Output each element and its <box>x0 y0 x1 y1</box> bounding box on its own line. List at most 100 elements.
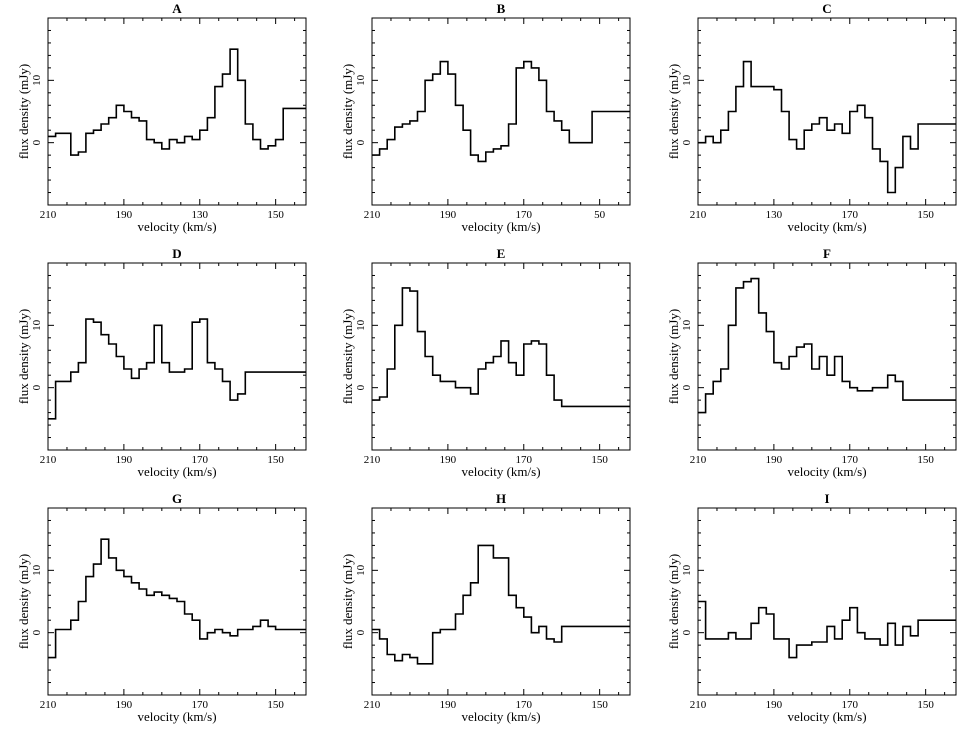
panel-i-frame <box>697 507 957 696</box>
panel-f-spectrum <box>698 277 956 414</box>
panel-f-xtick-label: 150 <box>917 454 934 466</box>
panel-g-title: G <box>172 491 182 506</box>
panel-a-ytick-label: 0 <box>31 139 43 145</box>
panel-c-ylabel: flux density (mJy) <box>666 64 681 159</box>
panel-b-xtick-label: 50 <box>594 209 606 221</box>
panel-a-frame <box>47 17 307 206</box>
panel-f-ylabel: flux density (mJy) <box>666 309 681 404</box>
panel-g-xtick-label: 170 <box>192 699 209 711</box>
panel-f-ytick-label: 10 <box>681 319 693 331</box>
panel-a-xlabel: velocity (km/s) <box>137 219 216 234</box>
panel-i-spectrum <box>698 600 956 659</box>
panel-g-xtick-label: 150 <box>267 699 284 711</box>
panel-c-xtick-label: 150 <box>917 209 934 221</box>
panel-d-xtick-label: 170 <box>192 454 209 466</box>
panel-h-xtick-label: 150 <box>591 699 608 711</box>
panel-g-xlabel: velocity (km/s) <box>137 709 216 724</box>
panel-h-spectrum <box>372 544 630 665</box>
panel-h-title: H <box>496 491 506 506</box>
panel-a-spectrum <box>48 48 306 156</box>
panel-f-xlabel: velocity (km/s) <box>787 464 866 479</box>
panel-g-spectrum <box>48 538 306 659</box>
panel-b-xtick-label: 170 <box>516 209 533 221</box>
panel-b-ylabel: flux density (mJy) <box>340 64 355 159</box>
panel-e-frame <box>371 262 631 451</box>
panel-a-xtick-label: 190 <box>116 209 133 221</box>
panel-h-ytick-label: 0 <box>355 629 367 635</box>
panel-a-title: A <box>172 1 182 16</box>
panel-g-xtick-label: 190 <box>116 699 133 711</box>
panel-c-xlabel: velocity (km/s) <box>787 219 866 234</box>
panel-a-xtick-label: 150 <box>267 209 284 221</box>
panel-d-xlabel: velocity (km/s) <box>137 464 216 479</box>
panel-d-ytick-label: 0 <box>31 384 43 390</box>
panel-d-title: D <box>172 246 181 261</box>
panel-e: E 210 190 170 150 0 10 velocity (km/s) flux dens… <box>340 246 631 479</box>
panel-g-ylabel: flux density (mJy) <box>16 554 31 649</box>
panel-b-title: B <box>497 1 506 16</box>
panel-c-xtick-label: 170 <box>842 209 859 221</box>
panel-b: B 210 190 170 50 0 10 velocity (km/s) flux densi… <box>340 1 631 234</box>
panel-g: G 210 190 170 150 0 10 velocity (km/s) flux dens… <box>16 491 307 724</box>
panel-a: A 210 190 130 150 0 10 velocity (km/s) flux dens… <box>16 1 307 234</box>
panel-b-spectrum <box>372 60 630 163</box>
panel-b-ytick-label: 0 <box>355 139 367 145</box>
panel-i-xtick-label: 170 <box>842 699 859 711</box>
panel-c-title: C <box>822 1 831 16</box>
panel-i-title: I <box>824 491 829 506</box>
panel-g-frame <box>47 507 307 696</box>
panel-a-ylabel: flux density (mJy) <box>16 64 31 159</box>
panel-g-xtick-label: 210 <box>40 699 57 711</box>
panel-f: F 210 190 170 150 0 10 velocity (km/s) flux dens… <box>666 246 957 479</box>
panel-f-ytick-label: 0 <box>681 384 693 390</box>
panel-e-xlabel: velocity (km/s) <box>461 464 540 479</box>
panel-d-xtick-label: 210 <box>40 454 57 466</box>
panel-e-ytick-label: 0 <box>355 384 367 390</box>
panel-d-spectrum <box>48 318 306 420</box>
panel-i-xtick-label: 150 <box>917 699 934 711</box>
panel-g-ytick-label: 0 <box>31 629 43 635</box>
panel-h-xtick-label: 170 <box>516 699 533 711</box>
panel-a-xtick-label: 130 <box>192 209 209 221</box>
panel-e-xtick-label: 150 <box>591 454 608 466</box>
panel-i-xtick-label: 210 <box>690 699 707 711</box>
panel-e-xtick-label: 170 <box>516 454 533 466</box>
panel-i-xtick-label: 190 <box>766 699 783 711</box>
panel-h-xtick-label: 190 <box>440 699 457 711</box>
panel-i-ytick-label: 0 <box>681 629 693 635</box>
panel-e-title: E <box>497 246 506 261</box>
panel-b-xlabel: velocity (km/s) <box>461 219 540 234</box>
panel-b-ytick-label: 10 <box>355 74 367 86</box>
panel-c-xtick-label: 210 <box>690 209 707 221</box>
panel-a-xtick-label: 210 <box>40 209 57 221</box>
panel-d-ylabel: flux density (mJy) <box>16 309 31 404</box>
panel-e-ylabel: flux density (mJy) <box>340 309 355 404</box>
panel-h: H 210 190 170 150 0 10 velocity (km/s) flux dens… <box>340 491 631 724</box>
panel-f-frame <box>697 262 957 451</box>
panel-d-xtick-label: 190 <box>116 454 133 466</box>
panel-b-xtick-label: 190 <box>440 209 457 221</box>
panel-e-spectrum <box>372 287 630 408</box>
panel-c-ytick-label: 0 <box>681 139 693 145</box>
panel-i-xlabel: velocity (km/s) <box>787 709 866 724</box>
panel-c-spectrum <box>698 60 956 194</box>
panel-h-ylabel: flux density (mJy) <box>340 554 355 649</box>
panel-i: I 210 190 170 150 0 10 velocity (km/s) flux dens… <box>666 491 957 724</box>
panel-c-frame <box>697 17 957 206</box>
panel-d-frame <box>47 262 307 451</box>
panel-h-ytick-label: 10 <box>355 564 367 576</box>
panel-d: D 210 190 170 150 0 10 velocity (km/s) flux dens… <box>16 246 307 479</box>
panel-c: C 210 130 170 150 0 10 velocity (km/s) flux dens… <box>666 1 957 234</box>
panel-f-xtick-label: 190 <box>766 454 783 466</box>
panel-e-xtick-label: 190 <box>440 454 457 466</box>
panel-a-ytick-label: 10 <box>31 74 43 86</box>
panel-f-xtick-label: 170 <box>842 454 859 466</box>
panel-e-xtick-label: 210 <box>364 454 381 466</box>
panel-b-xtick-label: 210 <box>364 209 381 221</box>
panel-g-ytick-label: 10 <box>31 564 43 576</box>
panel-c-xtick-label: 130 <box>766 209 783 221</box>
panel-e-ytick-label: 10 <box>355 319 367 331</box>
panel-f-xtick-label: 210 <box>690 454 707 466</box>
panel-c-ytick-label: 10 <box>681 74 693 86</box>
